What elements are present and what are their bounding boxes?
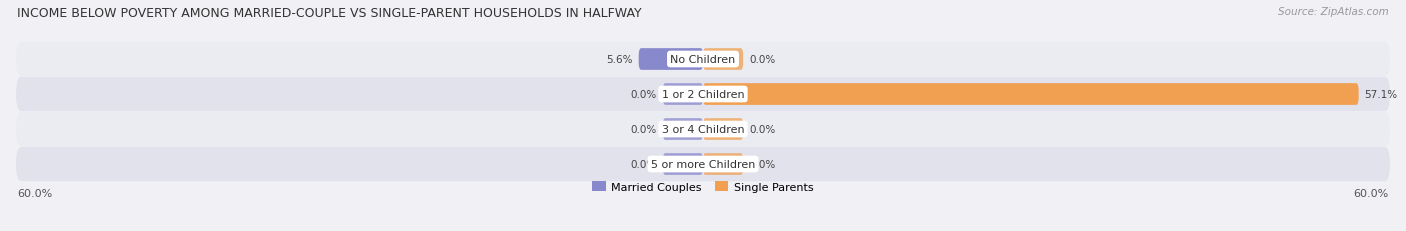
- Text: 0.0%: 0.0%: [749, 55, 775, 65]
- FancyBboxPatch shape: [662, 119, 703, 140]
- FancyBboxPatch shape: [15, 147, 1391, 181]
- Text: 3 or 4 Children: 3 or 4 Children: [662, 125, 744, 134]
- FancyBboxPatch shape: [15, 43, 1391, 77]
- FancyBboxPatch shape: [703, 84, 1358, 105]
- Text: 0.0%: 0.0%: [749, 159, 775, 169]
- Text: 0.0%: 0.0%: [631, 90, 657, 100]
- FancyBboxPatch shape: [703, 154, 744, 175]
- FancyBboxPatch shape: [15, 78, 1391, 112]
- FancyBboxPatch shape: [15, 112, 1391, 146]
- Text: 57.1%: 57.1%: [1364, 90, 1398, 100]
- Text: 0.0%: 0.0%: [749, 125, 775, 134]
- Text: 5 or more Children: 5 or more Children: [651, 159, 755, 169]
- Text: 1 or 2 Children: 1 or 2 Children: [662, 90, 744, 100]
- FancyBboxPatch shape: [662, 154, 703, 175]
- Text: Source: ZipAtlas.com: Source: ZipAtlas.com: [1278, 7, 1389, 17]
- Text: 60.0%: 60.0%: [1353, 188, 1389, 198]
- Text: 5.6%: 5.6%: [606, 55, 633, 65]
- Text: No Children: No Children: [671, 55, 735, 65]
- FancyBboxPatch shape: [703, 119, 744, 140]
- FancyBboxPatch shape: [638, 49, 703, 70]
- FancyBboxPatch shape: [662, 84, 703, 105]
- Legend: Married Couples, Single Parents: Married Couples, Single Parents: [588, 177, 818, 196]
- Text: 0.0%: 0.0%: [631, 125, 657, 134]
- Text: 60.0%: 60.0%: [17, 188, 53, 198]
- Text: INCOME BELOW POVERTY AMONG MARRIED-COUPLE VS SINGLE-PARENT HOUSEHOLDS IN HALFWAY: INCOME BELOW POVERTY AMONG MARRIED-COUPL…: [17, 7, 641, 20]
- Text: 0.0%: 0.0%: [631, 159, 657, 169]
- FancyBboxPatch shape: [703, 49, 744, 70]
